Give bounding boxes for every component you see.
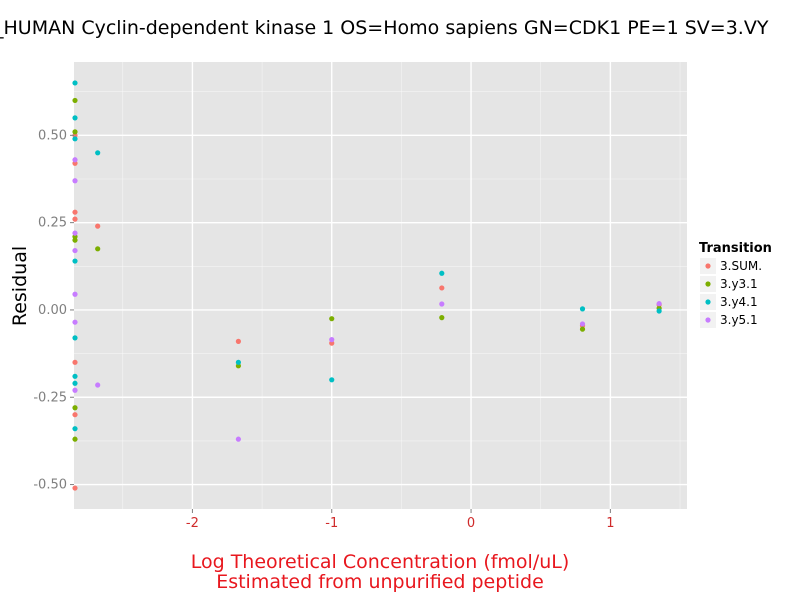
legend-label: 3.y5.1 bbox=[720, 313, 758, 327]
data-point bbox=[656, 301, 662, 307]
data-point bbox=[72, 436, 78, 442]
y-axis-label: Residual bbox=[9, 246, 31, 326]
legend-key-dot bbox=[705, 317, 711, 323]
data-point bbox=[329, 337, 335, 343]
data-point bbox=[72, 291, 78, 297]
data-point bbox=[72, 373, 78, 379]
data-point bbox=[72, 209, 78, 215]
data-point bbox=[72, 230, 78, 236]
data-point bbox=[235, 338, 241, 344]
data-point bbox=[656, 308, 662, 314]
grid-lines bbox=[74, 62, 687, 509]
x-tick-label: -1 bbox=[325, 516, 338, 531]
legend-key-dot bbox=[705, 281, 711, 287]
data-point bbox=[72, 157, 78, 163]
data-point bbox=[439, 285, 445, 291]
legend: Transition 3.SUM. 3.y3.1 3.y4.1 3.y5.1 bbox=[699, 241, 772, 328]
data-point bbox=[439, 301, 445, 307]
data-point bbox=[72, 115, 78, 121]
data-point bbox=[95, 382, 101, 388]
data-point bbox=[579, 326, 586, 332]
data-point bbox=[72, 129, 78, 135]
y-tick-label: 0.50 bbox=[38, 128, 67, 143]
data-point bbox=[439, 270, 445, 276]
data-point bbox=[72, 178, 78, 184]
data-point bbox=[72, 426, 78, 432]
y-tick-label: -0.50 bbox=[33, 478, 67, 493]
data-point bbox=[72, 359, 78, 365]
y-tick-label: -0.25 bbox=[33, 390, 67, 405]
legend-label: 3.y3.1 bbox=[720, 277, 758, 291]
y-axis-ticks: -0.50 -0.25 0.00 0.25 0.50 bbox=[33, 128, 74, 493]
data-point bbox=[579, 306, 586, 312]
data-point bbox=[72, 247, 78, 254]
data-point bbox=[95, 246, 101, 252]
data-point bbox=[72, 80, 78, 86]
legend-key-dot bbox=[705, 299, 711, 305]
y-tick-label: 0.25 bbox=[38, 216, 67, 231]
plot-panel bbox=[74, 62, 687, 509]
x-axis-label-line1: Log Theoretical Concentration (fmol/uL) bbox=[191, 551, 570, 573]
data-point bbox=[72, 380, 78, 386]
x-axis-ticks: -2 -1 0 1 bbox=[186, 509, 615, 531]
legend-title: Transition bbox=[699, 241, 772, 256]
x-tick-label: 0 bbox=[467, 516, 475, 531]
data-point bbox=[72, 335, 78, 341]
data-point bbox=[95, 223, 101, 229]
data-point bbox=[72, 136, 78, 142]
legend-label: 3.y4.1 bbox=[720, 295, 758, 309]
data-point bbox=[72, 412, 78, 418]
x-tick-label: -2 bbox=[186, 516, 199, 531]
data-point bbox=[72, 216, 78, 222]
legend-label: 3.SUM. bbox=[720, 259, 762, 273]
chart-title: _HUMAN Cyclin-dependent kinase 1 OS=Homo… bbox=[0, 17, 769, 39]
data-point bbox=[235, 359, 241, 365]
data-point bbox=[72, 319, 78, 325]
data-point bbox=[72, 387, 78, 393]
data-point bbox=[72, 405, 78, 411]
data-point bbox=[329, 377, 335, 383]
data-point bbox=[72, 237, 78, 243]
y-tick-label: 0.00 bbox=[38, 303, 67, 318]
data-point bbox=[72, 97, 78, 104]
data-point bbox=[72, 258, 78, 264]
data-point bbox=[329, 316, 335, 322]
legend-key-dot bbox=[705, 263, 711, 269]
x-axis-label-line2: Estimated from unpurified peptide bbox=[216, 571, 544, 593]
x-tick-label: 1 bbox=[606, 516, 614, 531]
data-point bbox=[95, 150, 101, 156]
data-point bbox=[72, 485, 78, 491]
data-point bbox=[439, 315, 445, 321]
data-points bbox=[72, 80, 662, 491]
data-point bbox=[235, 436, 241, 442]
data-point bbox=[579, 321, 586, 327]
